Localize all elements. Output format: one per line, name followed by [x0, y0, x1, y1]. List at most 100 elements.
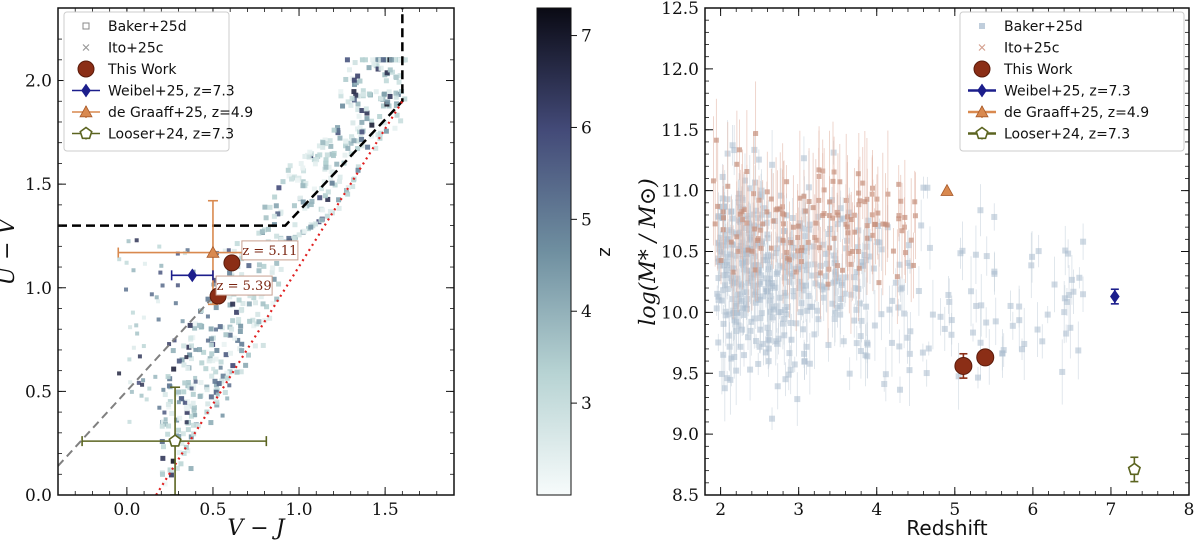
baker-point: [923, 370, 930, 377]
uvj-baker-point: [213, 369, 219, 375]
baker-point: [809, 303, 816, 310]
baker-point: [802, 233, 809, 240]
uvj-baker-point: [387, 67, 393, 73]
uvj-baker-point: [209, 351, 215, 357]
uvj-sparse-point: [147, 386, 152, 391]
ito-point: [810, 205, 816, 211]
uvj-baker-point: [359, 108, 365, 114]
baker-point: [751, 146, 758, 153]
y-tick-label: 2.0: [25, 72, 52, 92]
uvj-baker-point: [345, 145, 351, 151]
baker-point: [904, 334, 911, 341]
ito-point: [818, 270, 824, 276]
baker-point: [765, 252, 772, 259]
baker-point: [968, 288, 975, 295]
ito-point: [758, 245, 764, 251]
uvj-baker-point: [196, 322, 202, 328]
ito-point: [869, 212, 875, 218]
uvj-baker-point: [355, 126, 361, 132]
colorbar-gradient: [536, 7, 572, 496]
uvj-baker-point: [351, 138, 357, 144]
ito-point: [825, 281, 831, 287]
uvj-baker-point: [214, 399, 220, 405]
legend-label: Weibel+25, z=7.3: [1004, 84, 1131, 100]
baker-point: [723, 267, 730, 274]
uvj-baker-point: [353, 80, 359, 86]
uvj-baker-point: [177, 415, 183, 421]
uvj-baker-point: [356, 113, 362, 119]
ito-point: [827, 199, 833, 205]
ito-point: [816, 245, 822, 251]
looser-marker: [1127, 462, 1142, 476]
uvj-baker-point: [366, 91, 372, 97]
uvj-sparse-point: [117, 371, 122, 376]
uvj-baker-point: [238, 323, 244, 329]
x-tick-label: 0.5: [199, 500, 226, 520]
baker-point: [744, 334, 751, 341]
uvj-sparse-point: [140, 382, 145, 387]
uvj-sparse-point: [131, 268, 136, 273]
uvj-baker-point: [331, 127, 337, 133]
ito-point: [737, 147, 743, 153]
uvj-baker-point: [375, 66, 381, 72]
baker-point: [765, 345, 772, 352]
uvj-sparse-point: [193, 375, 198, 380]
uvj-sparse-point: [222, 248, 227, 253]
ito-point: [902, 214, 908, 220]
ito-point: [821, 187, 827, 193]
baker-point: [782, 376, 789, 383]
baker-point: [774, 269, 781, 276]
baker-point: [827, 225, 834, 232]
uvj-baker-point: [196, 347, 202, 353]
uvj-baker-point: [394, 112, 400, 118]
ito-point: [820, 212, 826, 218]
uvj-baker-point: [352, 60, 358, 66]
uvj-baker-point: [306, 154, 312, 160]
x-tick-label: 7: [1106, 500, 1117, 520]
uvj-baker-point: [381, 120, 387, 126]
this-work-marker: [976, 348, 995, 367]
baker-point: [837, 216, 844, 223]
uvj-baker-point: [321, 179, 327, 185]
ito-point: [801, 193, 807, 199]
uvj-baker-point: [383, 57, 389, 63]
uvj-baker-point: [181, 389, 187, 395]
uvj-baker-point: [291, 235, 297, 241]
baker-point: [948, 317, 955, 324]
uvj-baker-point: [176, 427, 182, 433]
baker-point: [715, 293, 722, 300]
uvj-sparse-point: [226, 248, 231, 253]
uvj-baker-point: [224, 375, 230, 381]
uvj-sparse-point: [205, 338, 210, 343]
uvj-baker-point: [336, 205, 342, 211]
uvj-baker-point: [238, 308, 244, 314]
ito-point: [831, 235, 837, 241]
x-tick-label: 2: [715, 500, 726, 520]
uvj-baker-point: [393, 90, 399, 96]
baker-point: [786, 350, 793, 357]
uvj-baker-point: [387, 93, 393, 99]
baker-point: [747, 366, 754, 373]
uvj-baker-point: [185, 365, 191, 371]
ito-point: [834, 209, 840, 215]
uvj-baker-point: [262, 204, 268, 210]
uvj-baker-point: [287, 163, 293, 169]
uvj-baker-point: [256, 268, 262, 274]
uvj-baker-point: [174, 417, 180, 423]
uvj-baker-point: [401, 57, 407, 63]
baker-point: [740, 266, 747, 273]
uvj-baker-point: [371, 61, 377, 67]
baker-point: [970, 329, 977, 336]
uvj-baker-point: [378, 57, 384, 63]
uvj-baker-point: [323, 141, 329, 147]
uvj-baker-point: [190, 400, 196, 406]
colorbar-tick-label: 4: [581, 302, 592, 322]
baker-point: [800, 155, 807, 162]
ito-point: [864, 223, 870, 229]
uvj-sparse-point: [144, 397, 149, 402]
uvj-sparse-point: [154, 295, 159, 300]
baker-point: [731, 147, 738, 154]
baker-point: [715, 213, 722, 220]
baker-point: [896, 386, 903, 393]
uvj-baker-point: [378, 65, 384, 71]
